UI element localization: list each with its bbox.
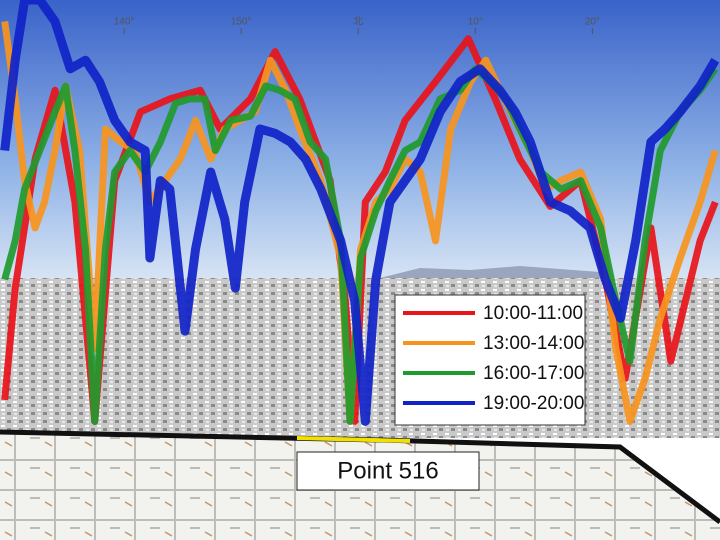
legend-label: 19:00-20:00 bbox=[483, 393, 584, 414]
x-tick-label: 10° bbox=[468, 17, 483, 28]
legend-label: 16:00-17:00 bbox=[483, 363, 584, 384]
marker-line bbox=[296, 436, 411, 443]
legend: 10:00-11:00 13:00-14:00 16:00-17:00 19:00-2… bbox=[394, 294, 586, 426]
mountains bbox=[380, 266, 600, 278]
plot: 140° 150° 北 10° 20° bbox=[0, 0, 720, 426]
x-tick-label: 北 bbox=[353, 16, 363, 28]
series-line bbox=[1, 65, 719, 425]
x-tick-label: 20° bbox=[585, 17, 600, 28]
legend-label: 13:00-14:00 bbox=[483, 333, 584, 354]
x-tick-label: 140° bbox=[114, 17, 135, 28]
series-line bbox=[0, 0, 720, 426]
label-box bbox=[296, 451, 480, 491]
legend-label: 10:00-11:00 bbox=[483, 303, 583, 324]
road bbox=[0, 429, 720, 524]
x-tick-label: 150° bbox=[231, 17, 252, 28]
point-label: Point 516 bbox=[337, 457, 438, 484]
